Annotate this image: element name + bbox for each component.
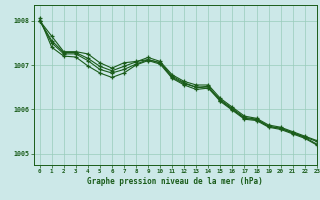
- X-axis label: Graphe pression niveau de la mer (hPa): Graphe pression niveau de la mer (hPa): [87, 177, 263, 186]
